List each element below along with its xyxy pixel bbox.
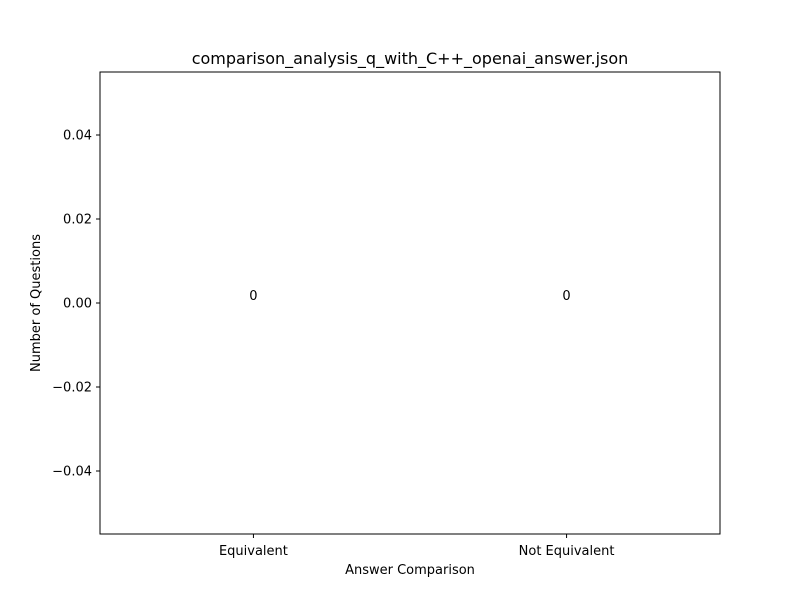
y-tick-label: 0.02 (63, 213, 92, 228)
x-tick-label: Not Equivalent (519, 544, 615, 559)
y-tick-label: 0.04 (63, 129, 92, 144)
y-tick-label: −0.04 (52, 465, 92, 480)
bar-value-label: 0 (249, 289, 257, 304)
x-axis-label: Answer Comparison (345, 563, 475, 578)
y-tick-label: −0.02 (52, 381, 92, 396)
chart-title: comparison_analysis_q_with_C++_openai_an… (192, 49, 629, 69)
y-tick-label: 0.00 (63, 297, 92, 312)
y-axis: −0.04 −0.02 0.00 0.02 0.04 (52, 129, 100, 480)
x-tick-label: Equivalent (219, 544, 288, 559)
y-axis-label: Number of Questions (29, 234, 44, 372)
bar-value-label: 0 (562, 289, 570, 304)
x-axis: Equivalent Not Equivalent (219, 534, 615, 559)
